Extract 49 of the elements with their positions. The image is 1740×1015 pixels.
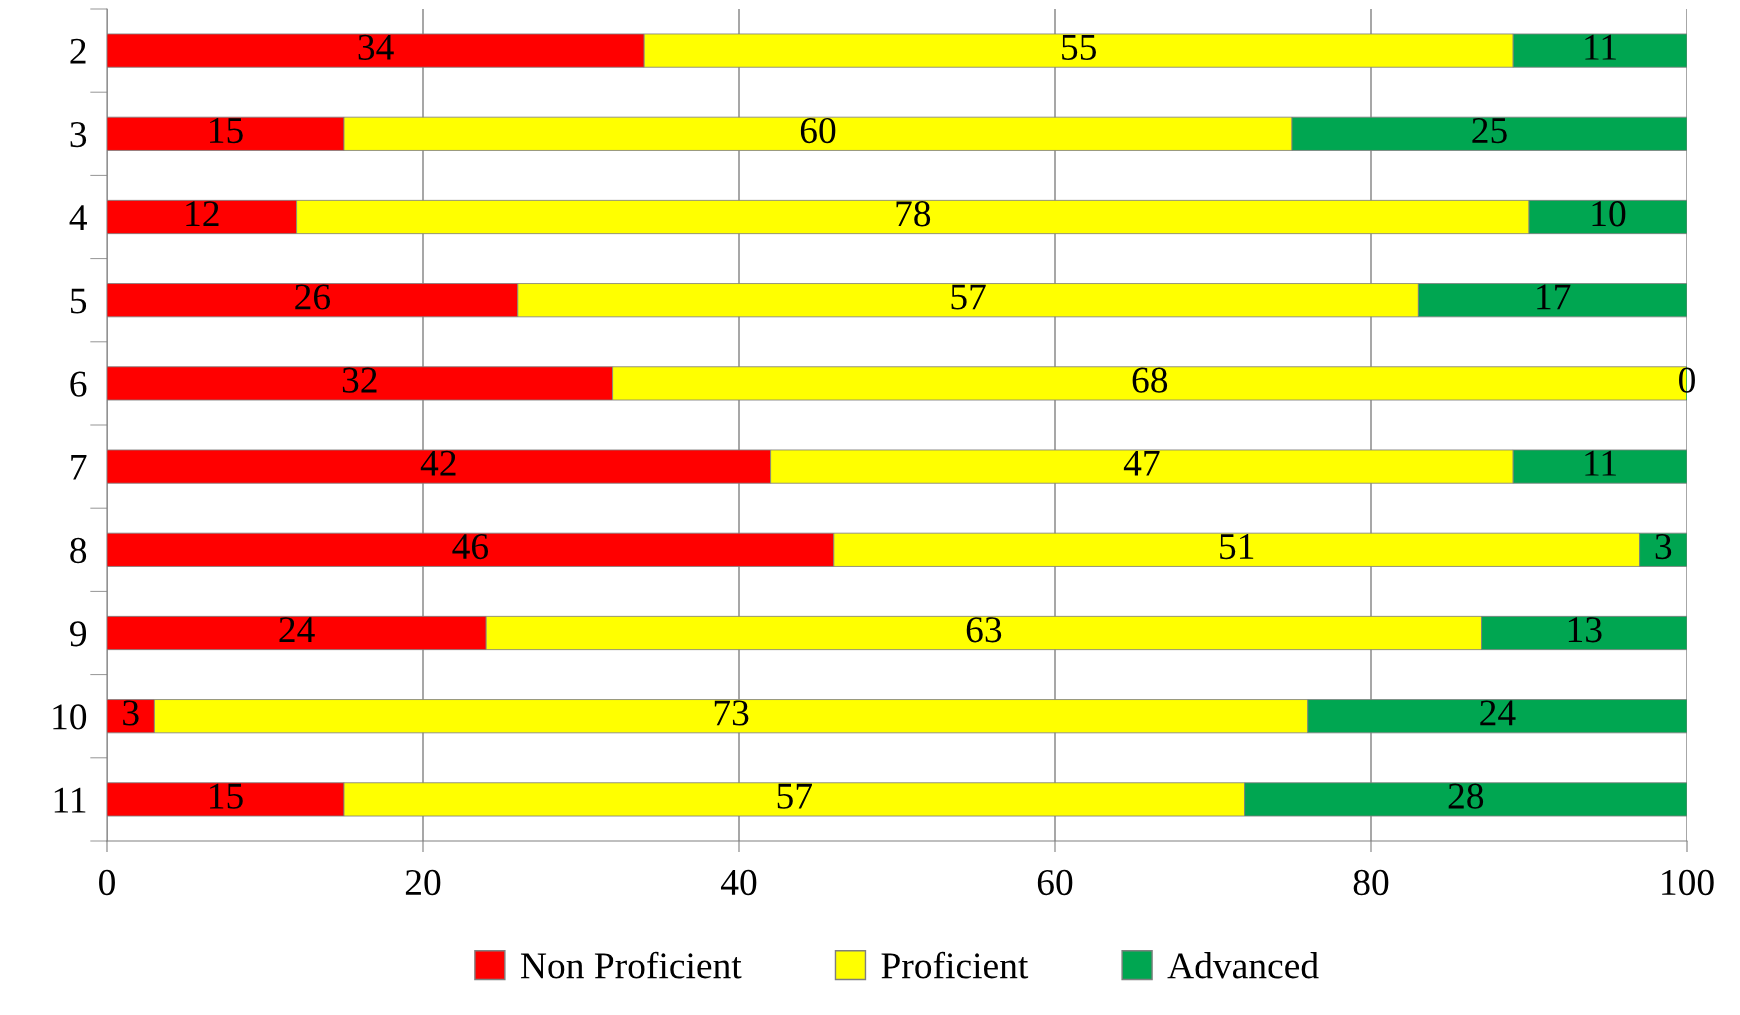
data-label: 57 [777, 783, 812, 809]
data-label: 55 [1062, 35, 1096, 60]
data-label: 25 [1472, 117, 1507, 144]
x-tick-label: 0 [99, 869, 115, 896]
data-label: 73 [714, 700, 749, 726]
y-tick-label: 5 [70, 288, 87, 314]
data-label: 3 [1655, 533, 1672, 560]
data-label: 32 [342, 367, 377, 393]
x-tick-label: 80 [1353, 869, 1389, 896]
legend-label: Advanced [1167, 952, 1319, 979]
legend-label: Proficient [881, 951, 1029, 979]
x-tick-label: 20 [405, 869, 441, 896]
data-label: 63 [966, 617, 1002, 643]
data-label: 15 [210, 118, 243, 144]
y-tick-label: 10 [53, 704, 87, 730]
y-tick-label: 2 [70, 38, 86, 64]
data-label: 11 [1585, 34, 1616, 60]
data-label: 68 [1132, 367, 1168, 393]
data-label: 60 [800, 117, 836, 144]
data-label: 57 [951, 284, 986, 310]
data-label: 28 [1448, 783, 1484, 809]
y-tick-label: 8 [70, 537, 87, 564]
data-label: 47 [1123, 450, 1160, 476]
y-tick-label: 7 [71, 455, 87, 480]
data-label: 17 [1537, 284, 1571, 310]
data-label: 34 [358, 34, 394, 60]
data-label: 15 [210, 783, 243, 809]
x-tick-label: 60 [1037, 869, 1073, 896]
data-label: 24 [1480, 700, 1516, 726]
data-label: 42 [420, 450, 456, 476]
data-label: 51 [1220, 534, 1254, 560]
data-label: 0 [1679, 367, 1695, 393]
data-label: 78 [896, 201, 931, 227]
y-tick-label: 6 [70, 371, 87, 397]
data-label: 13 [1568, 617, 1602, 643]
data-label: 24 [279, 617, 315, 643]
data-label: 11 [1585, 450, 1616, 476]
y-tick-label: 3 [70, 121, 87, 148]
y-tick-label: 9 [70, 621, 87, 647]
data-label: 46 [452, 533, 489, 560]
y-tick-label: 4 [69, 205, 87, 231]
legend-label: Non Proficient [520, 951, 742, 979]
data-label: 26 [295, 284, 331, 310]
data-label: 12 [186, 201, 219, 227]
x-tick-label: 100 [1662, 869, 1714, 896]
y-tick-label: 11 [54, 787, 86, 813]
data-label: 3 [123, 700, 139, 726]
x-tick-label: 40 [720, 869, 757, 896]
data-label: 10 [1592, 201, 1626, 227]
